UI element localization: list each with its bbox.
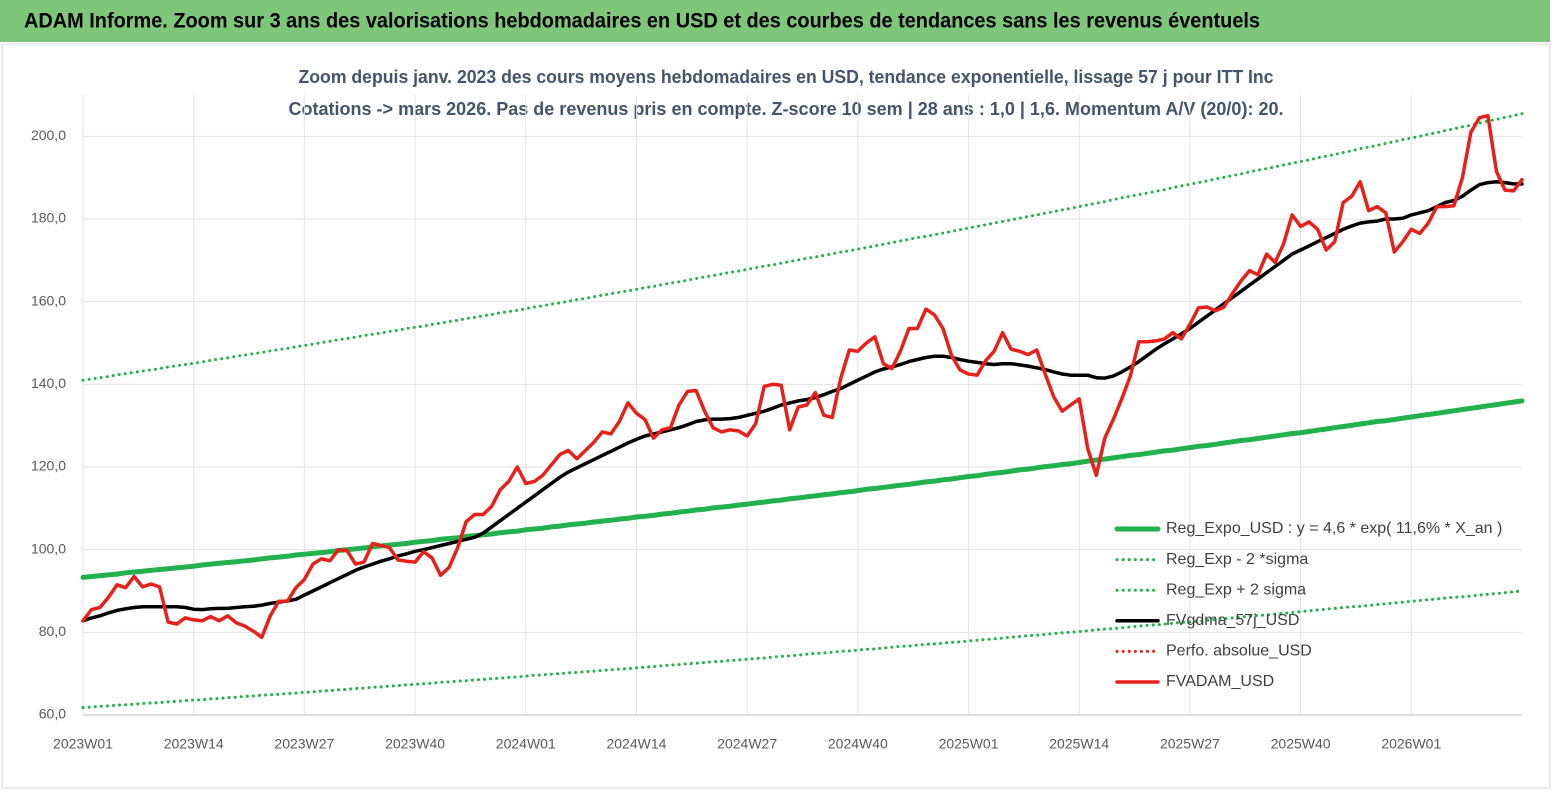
legend-label: Reg_Expo_USD : y = 4,6 * exp( 11,6% * X_… bbox=[1166, 520, 1502, 537]
x-tick-label: 2024W01 bbox=[496, 736, 556, 752]
x-tick-label: 2023W27 bbox=[274, 736, 334, 752]
series-line bbox=[80, 398, 1525, 580]
series-line bbox=[81, 112, 1524, 382]
x-tick-label: 2024W14 bbox=[606, 736, 666, 752]
x-tick-label: 2024W27 bbox=[717, 736, 777, 752]
x-tick-label: 2023W40 bbox=[385, 736, 445, 752]
y-tick-label: 120,0 bbox=[31, 458, 66, 474]
chart-subtitle: Zoom depuis janv. 2023 des cours moyens … bbox=[299, 67, 1274, 87]
banner bbox=[0, 0, 1550, 42]
x-tick-label: 2025W27 bbox=[1160, 736, 1220, 752]
series-line bbox=[81, 589, 1524, 710]
y-tick-label: 100,0 bbox=[31, 540, 66, 556]
x-tick-label: 2025W14 bbox=[1049, 736, 1109, 752]
y-tick-label: 80,0 bbox=[39, 623, 66, 639]
series-line bbox=[81, 113, 1524, 640]
x-tick-label: 2023W14 bbox=[164, 736, 224, 752]
x-tick-label: 2023W01 bbox=[53, 736, 113, 752]
legend-label: FVADAM_USD bbox=[1166, 673, 1274, 690]
legend-label: Perfo. absolue_USD bbox=[1166, 643, 1312, 660]
x-tick-label: 2025W01 bbox=[939, 736, 999, 752]
legend-label: Reg_Exp - 2 *sigma bbox=[1166, 551, 1308, 568]
y-tick-label: 160,0 bbox=[31, 292, 66, 308]
x-tick-label: 2026W01 bbox=[1381, 736, 1441, 752]
series-line bbox=[81, 180, 1524, 623]
chart-frame bbox=[1, 43, 1551, 789]
legend-label: Reg_Exp + 2 sigma bbox=[1166, 581, 1306, 598]
y-tick-label: 200,0 bbox=[31, 127, 66, 143]
y-tick-label: 140,0 bbox=[31, 375, 66, 391]
x-tick-label: 2025W40 bbox=[1271, 736, 1331, 752]
x-tick-label: 2024W40 bbox=[828, 736, 888, 752]
y-tick-label: 60,0 bbox=[39, 706, 66, 722]
banner-title: ADAM Informe. Zoom sur 3 ans des valoris… bbox=[24, 10, 1260, 33]
y-tick-label: 180,0 bbox=[31, 210, 66, 226]
legend-label: FVgdma_57j_USD bbox=[1166, 612, 1299, 629]
chart-subtitle: Cotations -> mars 2026. Pas de revenus p… bbox=[289, 99, 1284, 119]
